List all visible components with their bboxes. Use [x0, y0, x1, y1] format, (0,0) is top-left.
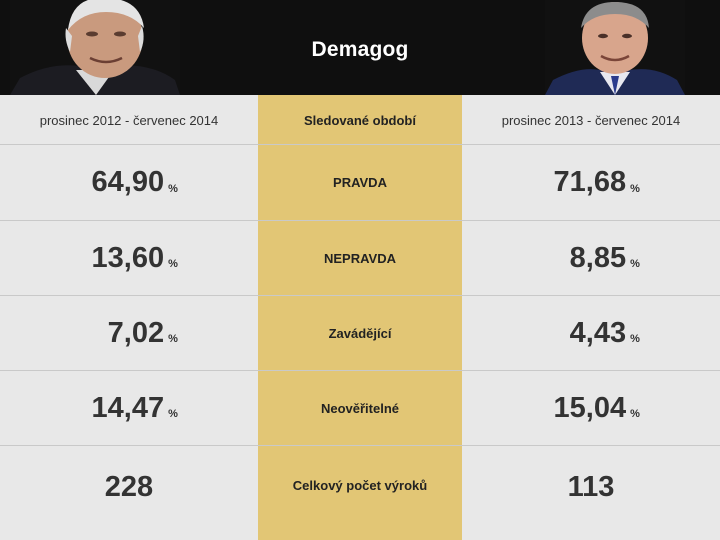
- table-header-row: prosinec 2012 - červenec 2014 Sledované …: [0, 95, 720, 145]
- row-label: Zavádějící: [328, 325, 392, 341]
- left-person-photo: [10, 0, 180, 95]
- row-divider: [0, 144, 720, 145]
- center-column-band: [258, 95, 462, 540]
- right-total-value: 113: [567, 470, 615, 503]
- right-unit: %: [630, 333, 640, 345]
- left-value: 14,47: [91, 391, 165, 424]
- row-label: Neověřitelné: [320, 400, 400, 416]
- brand-title: Demagog: [311, 38, 409, 61]
- row-divider: [0, 295, 720, 296]
- left-period-label: prosinec 2012 - červenec 2014: [39, 112, 219, 128]
- left-unit: %: [168, 182, 178, 195]
- left-total-value: 228: [104, 470, 154, 503]
- right-unit: %: [630, 182, 640, 195]
- middle-header-label: Sledované období: [304, 112, 416, 128]
- row-label: NEPRAVDA: [324, 250, 396, 266]
- right-value: 71,68: [553, 166, 627, 198]
- left-unit: %: [168, 258, 178, 270]
- row-divider: [0, 220, 720, 221]
- row-label: PRAVDA: [333, 175, 387, 190]
- left-value: 7,02: [107, 316, 165, 349]
- table-row: 64,90% PRAVDA 71,68%: [0, 145, 720, 220]
- results-table: prosinec 2012 - červenec 2014 Sledované …: [0, 95, 720, 540]
- row-divider: [0, 445, 720, 446]
- left-value: 13,60: [91, 241, 165, 274]
- right-unit: %: [630, 258, 640, 270]
- table-row: 14,47% Neověřitelné 15,04%: [0, 371, 720, 445]
- right-unit: %: [630, 408, 640, 420]
- total-label: Celkový počet výroků: [292, 478, 428, 493]
- table-row: 13,60% NEPRAVDA 8,85%: [0, 221, 720, 295]
- right-value: 15,04: [553, 391, 627, 424]
- right-value: 4,43: [569, 316, 627, 349]
- total-row: 228 Celkový počet výroků 113: [0, 446, 720, 528]
- right-value: 8,85: [569, 241, 627, 274]
- right-person-photo: [545, 0, 685, 95]
- left-value: 64,90: [91, 166, 165, 198]
- row-divider: [0, 370, 720, 371]
- right-period-label: prosinec 2013 - červenec 2014: [501, 112, 681, 128]
- left-unit: %: [168, 333, 178, 345]
- left-unit: %: [168, 408, 178, 420]
- table-row: 7,02% Zavádějící 4,43%: [0, 296, 720, 370]
- header-banner: Demagog: [0, 0, 720, 95]
